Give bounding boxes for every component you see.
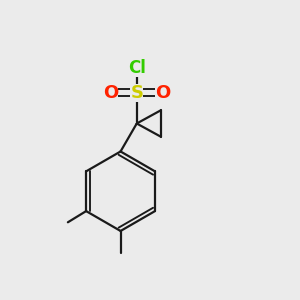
Text: O: O <box>155 84 170 102</box>
Text: O: O <box>103 84 118 102</box>
Text: S: S <box>130 84 143 102</box>
Text: Cl: Cl <box>128 59 146 77</box>
